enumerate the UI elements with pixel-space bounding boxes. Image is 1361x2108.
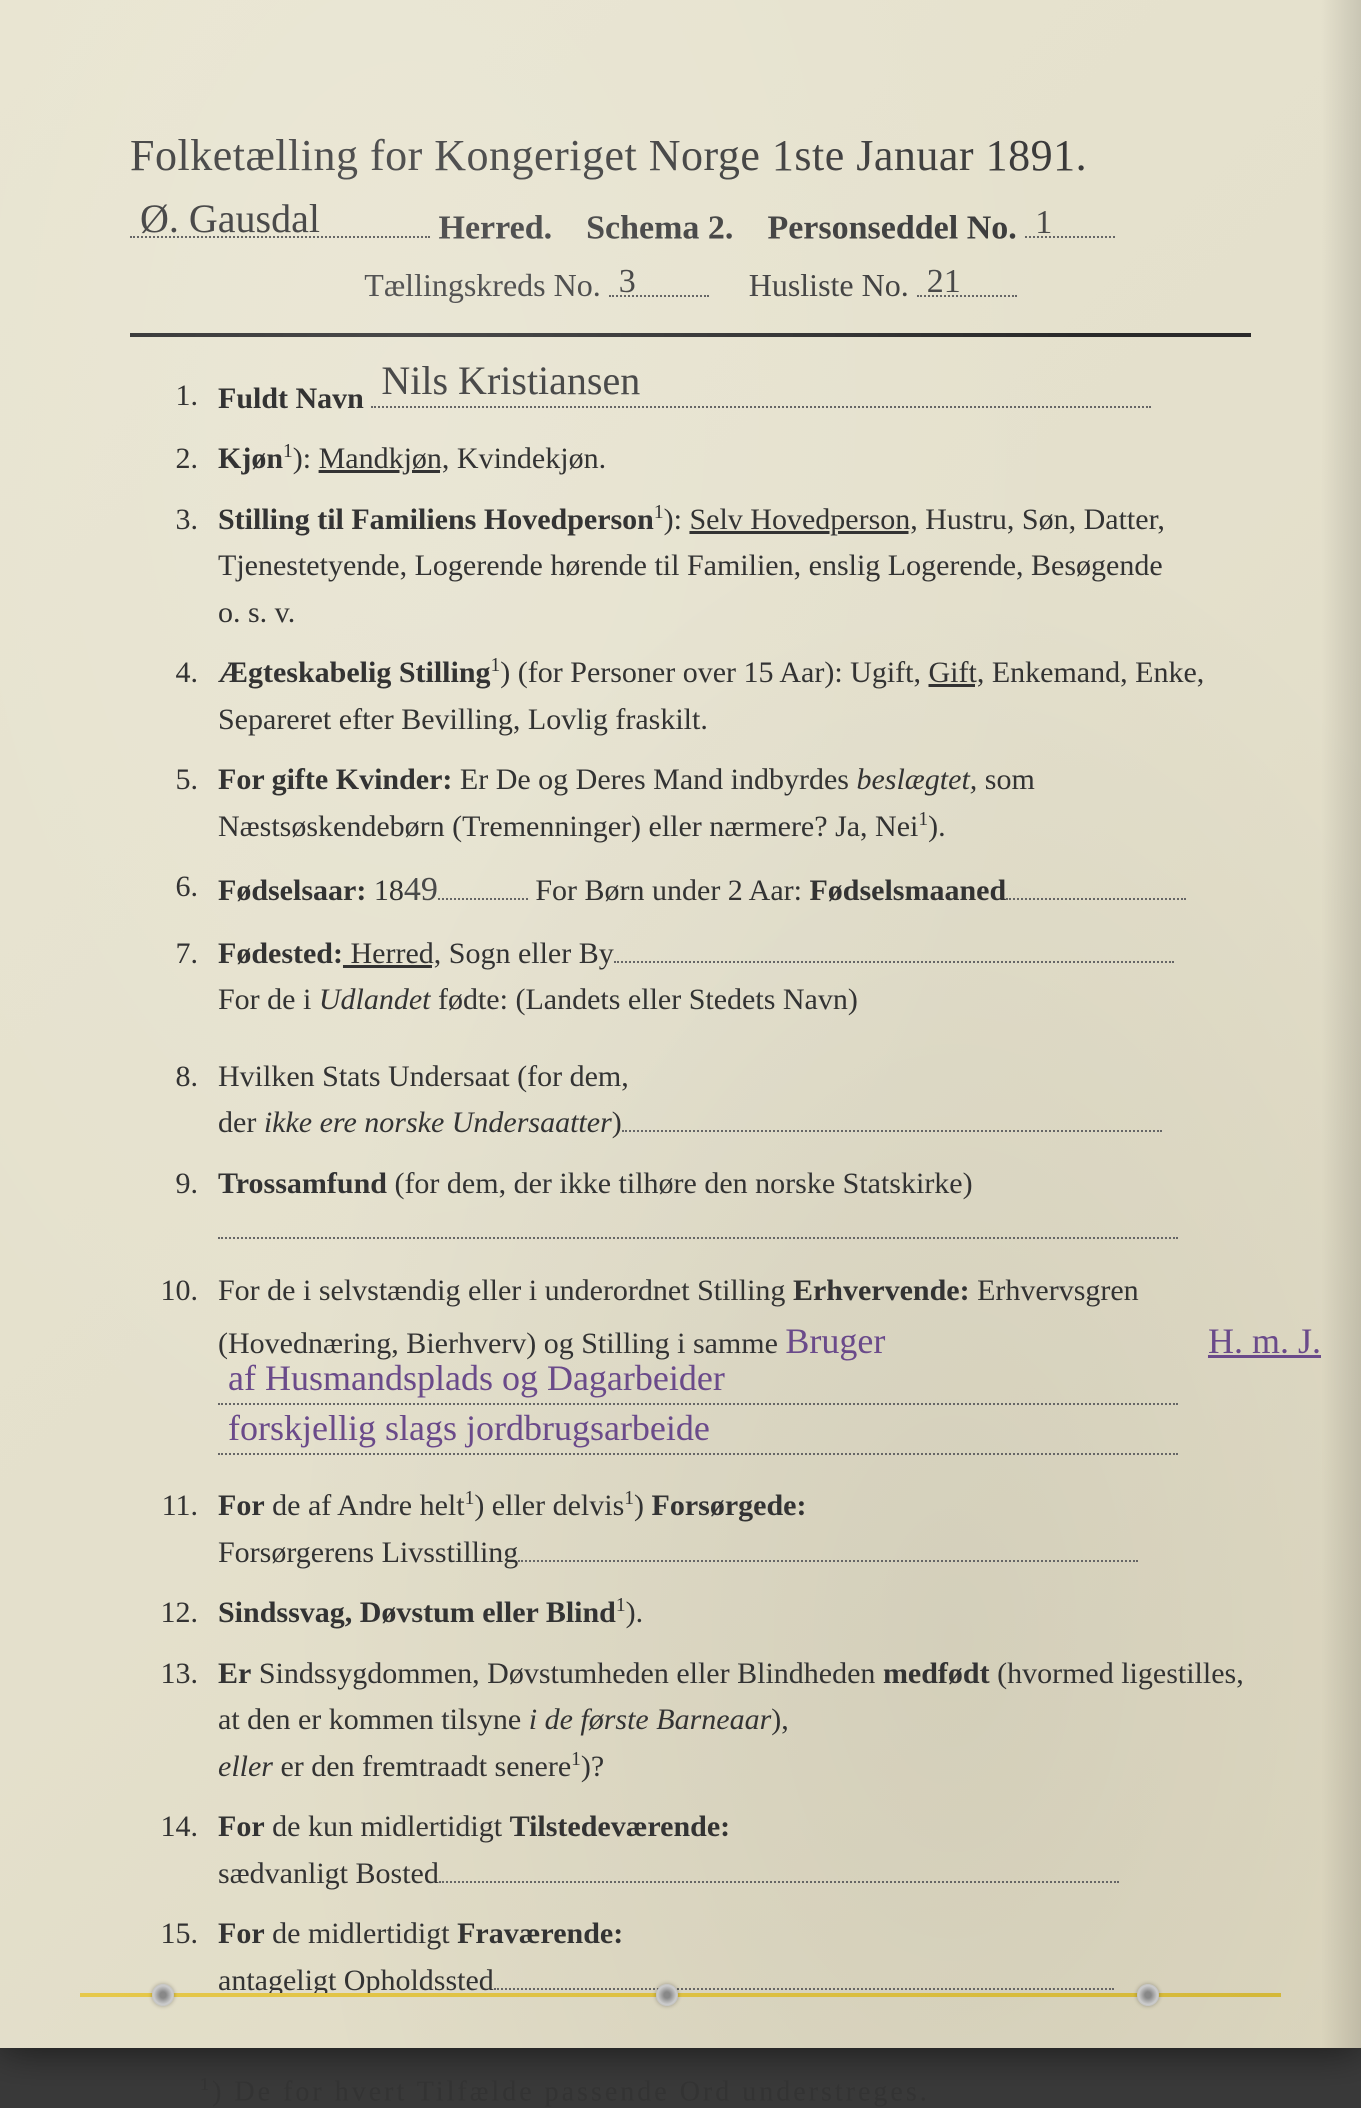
husliste-label: Husliste No.: [749, 268, 909, 304]
field-list: 1. Fuldt Navn Nils Kristiansen 2. Kjøn1)…: [130, 373, 1251, 2004]
field-12: 12. Sindssvag, Døvstum eller Blind1).: [140, 1590, 1251, 1637]
field-13: 13. Er Sindssygdommen, Døvstumheden elle…: [140, 1651, 1251, 1791]
field-2: 2. Kjøn1): Mandkjøn, Kvindekjøn.: [140, 436, 1251, 483]
occupation-hand-3: forskjellig slags jordbrugsarbeide: [228, 1401, 710, 1457]
husliste-no: 21: [927, 263, 961, 301]
personseddel-label: Personseddel No.: [767, 209, 1016, 246]
header-rule: [130, 333, 1251, 337]
name-handwritten: Nils Kristiansen: [381, 350, 640, 412]
field-10: 10. For de i selvstændig eller i underor…: [140, 1268, 1251, 1469]
main-title: Folketælling for Kongeriget Norge 1ste J…: [130, 130, 1251, 181]
personseddel-no: 1: [1035, 204, 1052, 242]
field-6: 6. Fødselsaar: 1849 For Børn under 2 Aar…: [140, 864, 1251, 917]
kreds-line: Tællingskreds No. 3 Husliste No. 21: [130, 259, 1251, 304]
binding-hole: [1137, 1984, 1159, 2006]
field-8: 8. Hvilken Stats Undersaat (for dem, der…: [140, 1054, 1251, 1147]
occupation-hand-1: Bruger: [785, 1314, 885, 1370]
field-9: 9. Trossamfund (for dem, der ikke tilhør…: [140, 1161, 1251, 1254]
birthplace-selected: Herred,: [343, 937, 441, 970]
footnote: 1) De for hvert Tilfælde passende Ord un…: [130, 2074, 1251, 2108]
form-header: Folketælling for Kongeriget Norge 1ste J…: [130, 130, 1251, 305]
kreds-no: 3: [619, 263, 636, 301]
census-form-page: Folketælling for Kongeriget Norge 1ste J…: [0, 0, 1361, 2048]
schema-label: Schema 2.: [586, 209, 733, 246]
field-3: 3. Stilling til Familiens Hovedperson1):…: [140, 497, 1251, 637]
binding-hole: [152, 1984, 174, 2006]
field-14: 14. For de kun midlertidigt Tilstedevære…: [140, 1804, 1251, 1897]
relation-selected: Selv Hovedperson,: [689, 503, 917, 536]
page-edge-shadow: [1321, 0, 1361, 2048]
herred-line: Ø. Gausdal Herred. Schema 2. Personsedde…: [130, 199, 1251, 247]
birthyear-hand: 49: [404, 864, 438, 917]
field-5: 5. For gifte Kvinder: Er De og Deres Man…: [140, 757, 1251, 850]
margin-note: H. m. J.: [1208, 1314, 1321, 1370]
field-7: 7. Fødested: Herred, Sogn eller By For d…: [140, 931, 1251, 1024]
field-4: 4. Ægteskabelig Stilling1) (for Personer…: [140, 650, 1251, 743]
herred-label: Herred.: [439, 209, 553, 246]
binding-thread: [80, 1990, 1281, 2000]
thread-line: [80, 1993, 1281, 1997]
kreds-label: Tællingskreds No.: [364, 268, 600, 304]
field-1: 1. Fuldt Navn Nils Kristiansen: [140, 373, 1251, 423]
field-11: 11. For de af Andre helt1) eller delvis1…: [140, 1483, 1251, 1576]
marital-selected: Gift,: [929, 656, 985, 689]
sex-selected: Mandkjøn,: [319, 442, 450, 475]
herred-handwritten: Ø. Gausdal: [140, 195, 320, 242]
occupation-hand-2: af Husmandsplads og Dagarbeider: [228, 1351, 725, 1407]
